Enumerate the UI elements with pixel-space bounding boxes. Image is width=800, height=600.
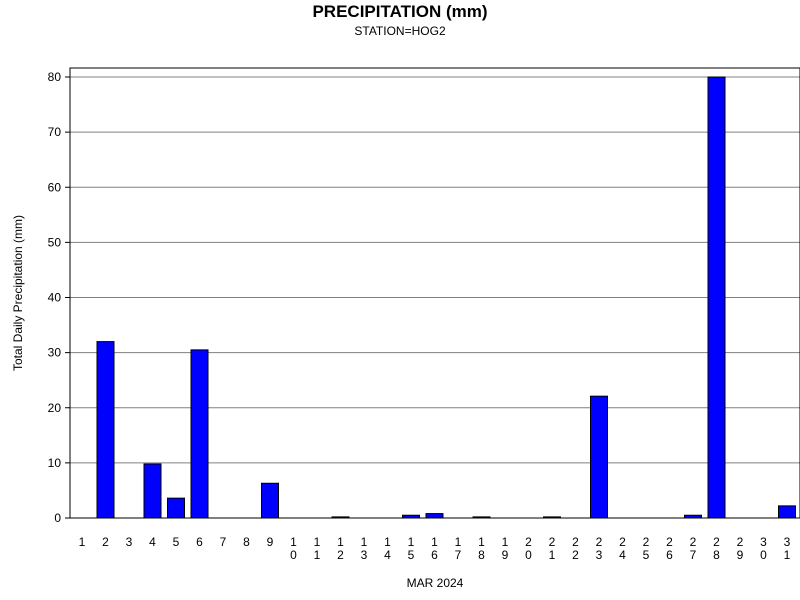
y-axis-label: Total Daily Precipitation (mm)	[11, 215, 25, 371]
x-tick-label-10-1: 0	[290, 548, 297, 562]
bar-day-31	[778, 505, 796, 519]
x-tick-label-8: 8	[243, 535, 250, 549]
y-tick-label-20: 20	[48, 401, 62, 415]
x-tick-label-16-1: 6	[431, 548, 438, 562]
x-tick-label-13-1: 3	[361, 548, 368, 562]
x-tick-label-1: 1	[79, 535, 86, 549]
x-tick-label-15-1: 5	[408, 548, 415, 562]
x-axis-label: MAR 2024	[407, 576, 464, 590]
x-tick-label-30-1: 0	[760, 548, 767, 562]
bar-day-9	[261, 482, 279, 519]
x-tick-label-22-0: 2	[572, 535, 579, 549]
x-axis: 1 2 3 4 5 6 7 8 9 1011121314151617181920212223242…	[79, 535, 791, 562]
x-tick-label-13-0: 1	[361, 535, 368, 549]
x-tick-label-15-0: 1	[408, 535, 415, 549]
x-tick-label-18-0: 1	[478, 535, 485, 549]
x-tick-label-2: 2	[102, 535, 109, 549]
x-tick-label-30-0: 3	[760, 535, 767, 549]
bar-day-28	[707, 76, 726, 519]
x-tick-label-26-0: 2	[666, 535, 673, 549]
plot-frame	[69, 67, 800, 519]
x-tick-label-14-0: 1	[384, 535, 391, 549]
x-tick-label-10-0: 1	[290, 535, 297, 549]
x-tick-label-23-0: 2	[596, 535, 603, 549]
x-tick-label-7: 7	[220, 535, 227, 549]
x-tick-label-5: 5	[173, 535, 180, 549]
x-tick-label-28-1: 8	[713, 548, 720, 562]
x-tick-label-22-1: 2	[572, 548, 579, 562]
grid-lines	[70, 76, 800, 464]
chart-subtitle: STATION=HOG2	[354, 24, 446, 38]
bar-day-5	[167, 497, 185, 519]
bar-day-23	[590, 395, 608, 519]
x-tick-label-29-1: 9	[737, 548, 744, 562]
x-tick-label-9: 9	[267, 535, 274, 549]
x-tick-label-29-0: 2	[737, 535, 744, 549]
chart-title: PRECIPITATION (mm)	[312, 2, 487, 21]
y-axis: 0 10 20 30 40 50 60 70 80	[48, 70, 70, 525]
x-tick-label-4: 4	[149, 535, 156, 549]
x-tick-label-12-1: 2	[337, 548, 344, 562]
x-tick-label-12-0: 1	[337, 535, 344, 549]
y-tick-label-50: 50	[48, 235, 62, 249]
x-tick-label-16-0: 1	[431, 535, 438, 549]
y-tick-label-80: 80	[48, 70, 62, 84]
x-tick-label-20-0: 2	[525, 535, 532, 549]
x-tick-label-24-0: 2	[619, 535, 626, 549]
x-tick-label-21-0: 2	[549, 535, 556, 549]
x-tick-label-31-1: 1	[784, 548, 791, 562]
x-tick-label-27-0: 2	[690, 535, 697, 549]
y-tick-label-10: 10	[48, 456, 62, 470]
bar-day-6	[190, 349, 209, 519]
x-tick-label-3: 3	[126, 535, 133, 549]
bar-day-16	[425, 513, 444, 519]
y-tick-label-40: 40	[48, 291, 62, 305]
x-tick-label-25-0: 2	[643, 535, 650, 549]
x-tick-label-18-1: 8	[478, 548, 485, 562]
x-tick-label-19-1: 9	[502, 548, 509, 562]
x-tick-label-20-1: 0	[525, 548, 532, 562]
x-tick-label-28-0: 2	[713, 535, 720, 549]
x-tick-label-31-0: 3	[784, 535, 791, 549]
x-tick-label-19-0: 1	[502, 535, 509, 549]
x-tick-label-27-1: 7	[690, 548, 697, 562]
x-tick-label-11-1: 1	[314, 548, 321, 562]
x-tick-label-14-1: 4	[384, 548, 391, 562]
bar-day-2	[96, 341, 115, 519]
x-tick-label-17-1: 7	[455, 548, 462, 562]
x-tick-label-23-1: 3	[596, 548, 603, 562]
x-tick-label-21-1: 1	[549, 548, 556, 562]
bar-day-4	[143, 463, 162, 519]
x-tick-label-26-1: 6	[666, 548, 673, 562]
y-tick-label-70: 70	[48, 125, 62, 139]
x-tick-label-24-1: 4	[619, 548, 626, 562]
x-tick-label-11-0: 1	[314, 535, 321, 549]
y-tick-label-60: 60	[48, 180, 62, 194]
y-tick-label-30: 30	[48, 346, 62, 360]
x-tick-label-25-1: 5	[643, 548, 650, 562]
x-tick-label-6: 6	[196, 535, 203, 549]
y-tick-label-0: 0	[54, 511, 61, 525]
x-tick-label-17-0: 1	[455, 535, 462, 549]
